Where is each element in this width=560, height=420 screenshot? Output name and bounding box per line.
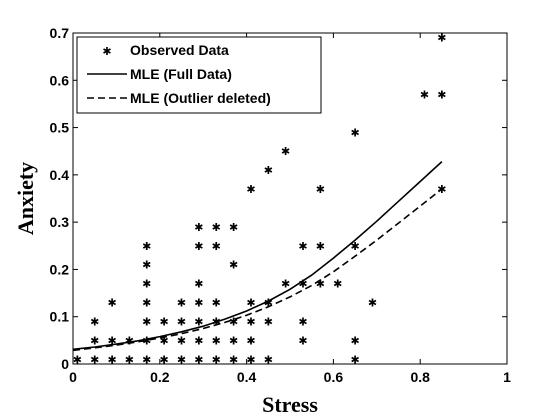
data-point: ✱ — [333, 278, 342, 291]
data-point: ✱ — [246, 183, 255, 196]
mle-full-data-line — [72, 161, 443, 351]
data-point: ✱ — [316, 240, 325, 253]
legend-box — [76, 36, 322, 114]
data-point: ✱ — [107, 297, 116, 310]
data-point: ✱ — [107, 353, 116, 366]
legend-label: MLE (Outlier deleted) — [130, 90, 271, 106]
data-point: ✱ — [194, 334, 203, 347]
data-point: ✱ — [264, 315, 273, 328]
y-tick-label: 0.2 — [50, 261, 70, 277]
data-point: ✱ — [142, 297, 151, 310]
data-point: ✱ — [194, 278, 203, 291]
data-point: ✱ — [212, 353, 221, 366]
data-point: ✱ — [194, 353, 203, 366]
data-point: ✱ — [281, 278, 290, 291]
x-tick-label: 0.6 — [324, 369, 344, 385]
data-point: ✱ — [350, 240, 359, 253]
data-point: ✱ — [142, 240, 151, 253]
data-point: ✱ — [437, 88, 446, 101]
data-point: ✱ — [107, 334, 116, 347]
data-point: ✱ — [194, 240, 203, 253]
y-tick-label: 0.1 — [50, 309, 70, 325]
data-point: ✱ — [229, 221, 238, 234]
data-point: ✱ — [160, 353, 169, 366]
data-point: ✱ — [142, 259, 151, 272]
data-point: ✱ — [125, 334, 134, 347]
x-tick-label: 0.4 — [237, 369, 257, 385]
y-tick-label: 0.5 — [50, 120, 70, 136]
data-point: ✱ — [298, 278, 307, 291]
data-point: ✱ — [177, 334, 186, 347]
data-point: ✱ — [194, 221, 203, 234]
data-point: ✱ — [350, 353, 359, 366]
data-point: ✱ — [212, 334, 221, 347]
data-point: ✱ — [298, 315, 307, 328]
data-point: ✱ — [437, 32, 446, 45]
data-point: ✱ — [420, 88, 429, 101]
x-tick-label: 0.2 — [150, 369, 170, 385]
data-layer: ✱ ✱ ✱ ✱ ✱ ✱ ✱ ✱ ✱ ✱ ✱ ✱ ✱ ✱ ✱ ✱ ✱ ✱ ✱ ✱ ✱ ✱ ✱ ✱ ✱ ✱ ✱ ✱ ✱ ✱ ✱ ✱ ✱ ✱ ✱ ✱ ✱ ✱ ✱ ✱… — [73, 32, 447, 367]
x-axis-title: Stress — [262, 392, 318, 417]
data-point: ✱ — [264, 164, 273, 177]
x-tick-label: 1 — [503, 369, 511, 385]
legend-label: MLE (Full Data) — [130, 66, 232, 82]
axis-ticks: 0 0.2 0.4 0.6 0.8 1 0 0.1 0.2 0.3 0.4 0.5 0.6 0.7 — [50, 25, 512, 385]
y-tick-label: 0.6 — [50, 72, 70, 88]
x-tick-label: 0 — [69, 369, 77, 385]
data-point: ✱ — [350, 126, 359, 139]
x-tick-label: 0.8 — [410, 369, 430, 385]
data-point: ✱ — [177, 315, 186, 328]
data-point: ✱ — [229, 334, 238, 347]
data-point: ✱ — [316, 183, 325, 196]
data-point: ✱ — [281, 145, 290, 158]
data-point: ✱ — [142, 315, 151, 328]
data-point: ✱ — [229, 259, 238, 272]
data-point: ✱ — [298, 240, 307, 253]
data-point: ✱ — [212, 221, 221, 234]
data-point: ✱ — [194, 297, 203, 310]
data-point: ✱ — [298, 334, 307, 347]
mle-outlier-deleted-line — [72, 188, 443, 352]
data-point: ✱ — [350, 334, 359, 347]
data-point: ✱ — [90, 315, 99, 328]
data-point: ✱ — [264, 297, 273, 310]
data-point: ✱ — [160, 334, 169, 347]
data-point: ✱ — [246, 353, 255, 366]
data-point: ✱ — [264, 353, 273, 366]
data-point: ✱ — [229, 315, 238, 328]
data-point: ✱ — [142, 334, 151, 347]
data-point: ✱ — [125, 353, 134, 366]
data-point: ✱ — [316, 278, 325, 291]
y-tick-label: 0.3 — [50, 214, 70, 230]
legend-marker: ✱ — [102, 45, 111, 58]
legend: ✱ Observed Data MLE (Full Data) MLE (Outlie… — [76, 36, 322, 114]
data-point: ✱ — [229, 353, 238, 366]
data-point: ✱ — [246, 315, 255, 328]
data-point: ✱ — [90, 334, 99, 347]
data-point: ✱ — [73, 353, 82, 366]
data-point: ✱ — [142, 278, 151, 291]
y-tick-label: 0.7 — [50, 25, 70, 41]
data-point: ✱ — [212, 240, 221, 253]
data-point: ✱ — [90, 353, 99, 366]
data-point: ✱ — [194, 315, 203, 328]
y-tick-label: 0 — [61, 356, 69, 372]
data-point: ✱ — [142, 353, 151, 366]
data-point: ✱ — [177, 297, 186, 310]
legend-label: Observed Data — [130, 42, 229, 58]
y-tick-label: 0.4 — [50, 167, 70, 183]
data-point: ✱ — [246, 297, 255, 310]
data-point: ✱ — [246, 334, 255, 347]
y-axis-title: Anxiety — [13, 162, 38, 235]
data-point: ✱ — [368, 297, 377, 310]
data-point: ✱ — [160, 315, 169, 328]
data-point: ✱ — [212, 297, 221, 310]
data-point: ✱ — [177, 353, 186, 366]
